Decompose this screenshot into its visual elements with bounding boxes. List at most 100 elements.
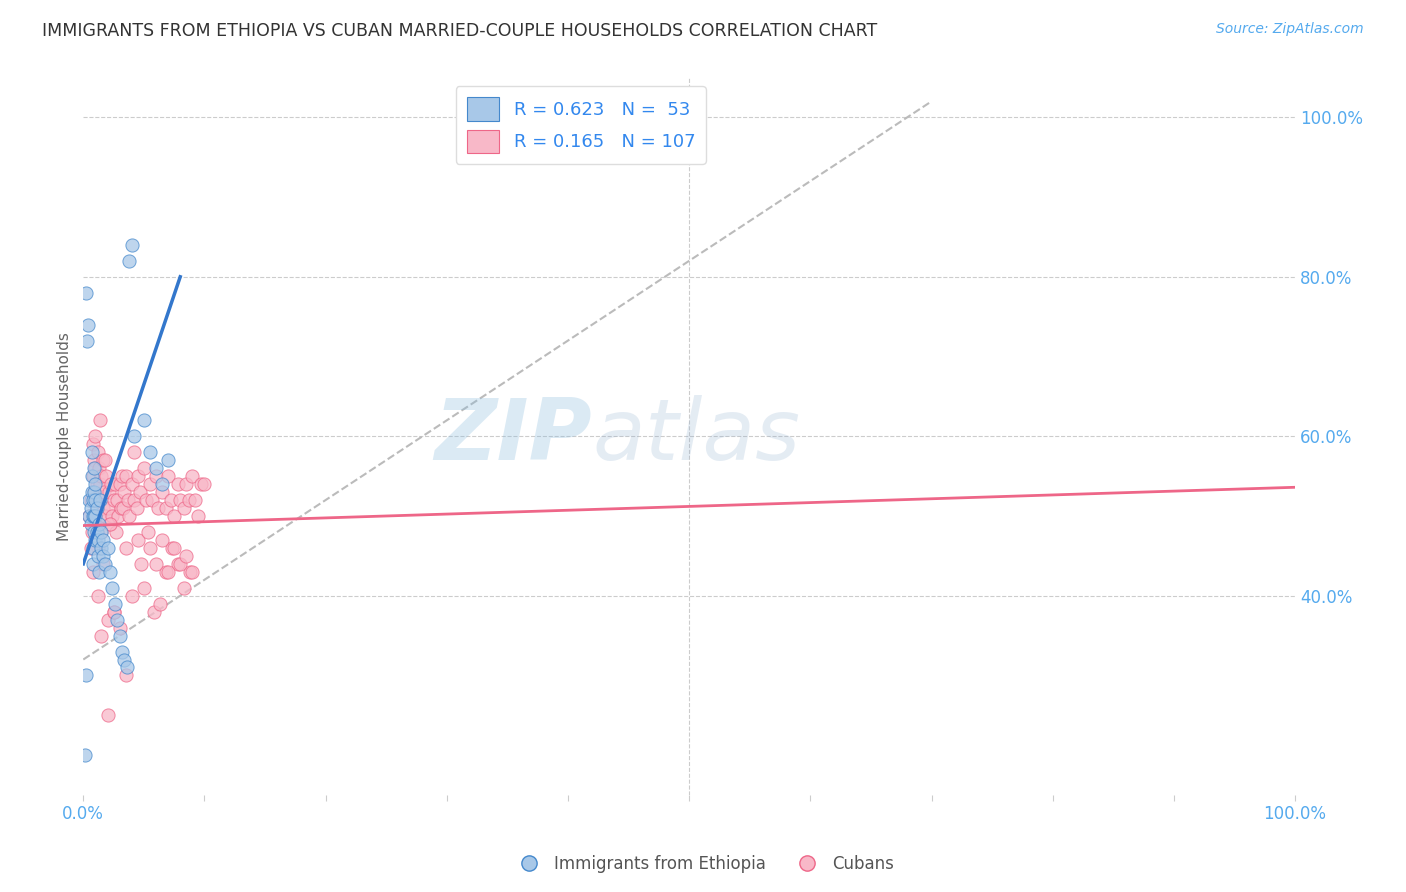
Point: [132, 581, 155, 595]
Point: [98, 565, 121, 579]
Point: [80, 445, 103, 459]
Point: [82, 557, 104, 571]
Point: [91, 557, 114, 571]
Point: [169, 557, 191, 571]
Point: [157, 469, 180, 483]
Point: [100, 477, 122, 491]
Point: [79, 493, 101, 508]
Point: [121, 477, 143, 491]
Point: [114, 668, 136, 682]
Point: [163, 508, 186, 523]
Point: [149, 597, 172, 611]
Text: Source: ZipAtlas.com: Source: ZipAtlas.com: [1216, 22, 1364, 37]
Point: [112, 501, 135, 516]
Point: [86, 477, 108, 491]
Point: [89, 493, 111, 508]
Point: [181, 469, 204, 483]
Legend: Immigrants from Ethiopia, Cubans: Immigrants from Ethiopia, Cubans: [505, 848, 901, 880]
Point: [104, 477, 127, 491]
Point: [166, 477, 188, 491]
Point: [79, 501, 101, 516]
Point: [110, 501, 132, 516]
Point: [83, 461, 105, 475]
Point: [82, 508, 104, 523]
Point: [96, 708, 118, 723]
Point: [87, 541, 110, 555]
Point: [84, 493, 107, 508]
Point: [150, 485, 173, 500]
Point: [79, 508, 101, 523]
Point: [145, 557, 167, 571]
Point: [96, 541, 118, 555]
Point: [79, 493, 101, 508]
Point: [91, 453, 114, 467]
Point: [84, 429, 107, 443]
Text: atlas: atlas: [592, 395, 800, 478]
Point: [98, 516, 121, 531]
Point: [90, 524, 112, 539]
Point: [89, 508, 111, 523]
Point: [75, 285, 97, 300]
Point: [77, 318, 100, 332]
Point: [114, 541, 136, 555]
Point: [96, 469, 118, 483]
Point: [82, 565, 104, 579]
Point: [117, 493, 139, 508]
Point: [79, 541, 101, 555]
Point: [139, 445, 162, 459]
Point: [173, 581, 195, 595]
Point: [127, 533, 149, 547]
Point: [86, 524, 108, 539]
Point: [87, 516, 110, 531]
Point: [86, 501, 108, 516]
Point: [90, 469, 112, 483]
Point: [90, 524, 112, 539]
Point: [94, 508, 117, 523]
Point: [105, 493, 128, 508]
Point: [157, 565, 180, 579]
Point: [193, 477, 215, 491]
Point: [84, 493, 107, 508]
Point: [122, 445, 145, 459]
Text: IMMIGRANTS FROM ETHIOPIA VS CUBAN MARRIED-COUPLE HOUSEHOLDS CORRELATION CHART: IMMIGRANTS FROM ETHIOPIA VS CUBAN MARRIE…: [42, 22, 877, 40]
Point: [139, 477, 162, 491]
Point: [118, 508, 141, 523]
Point: [87, 493, 110, 508]
Point: [98, 516, 121, 531]
Point: [101, 581, 124, 595]
Point: [83, 485, 105, 500]
Point: [103, 493, 125, 508]
Point: [169, 493, 191, 508]
Point: [76, 334, 98, 348]
Point: [91, 501, 114, 516]
Point: [84, 477, 107, 491]
Point: [111, 469, 134, 483]
Point: [121, 589, 143, 603]
Point: [111, 644, 134, 658]
Point: [82, 437, 104, 451]
Point: [73, 748, 96, 763]
Point: [80, 524, 103, 539]
Point: [87, 533, 110, 547]
Point: [166, 557, 188, 571]
Point: [86, 524, 108, 539]
Point: [157, 453, 180, 467]
Point: [83, 508, 105, 523]
Point: [79, 516, 101, 531]
Point: [142, 605, 165, 619]
Point: [139, 541, 162, 555]
Point: [87, 565, 110, 579]
Point: [103, 605, 125, 619]
Point: [129, 485, 152, 500]
Point: [107, 508, 129, 523]
Point: [108, 629, 131, 643]
Point: [141, 493, 163, 508]
Point: [127, 469, 149, 483]
Point: [150, 477, 173, 491]
Point: [108, 621, 131, 635]
Point: [91, 533, 114, 547]
Point: [87, 589, 110, 603]
Point: [145, 469, 167, 483]
Point: [80, 469, 103, 483]
Point: [121, 238, 143, 252]
